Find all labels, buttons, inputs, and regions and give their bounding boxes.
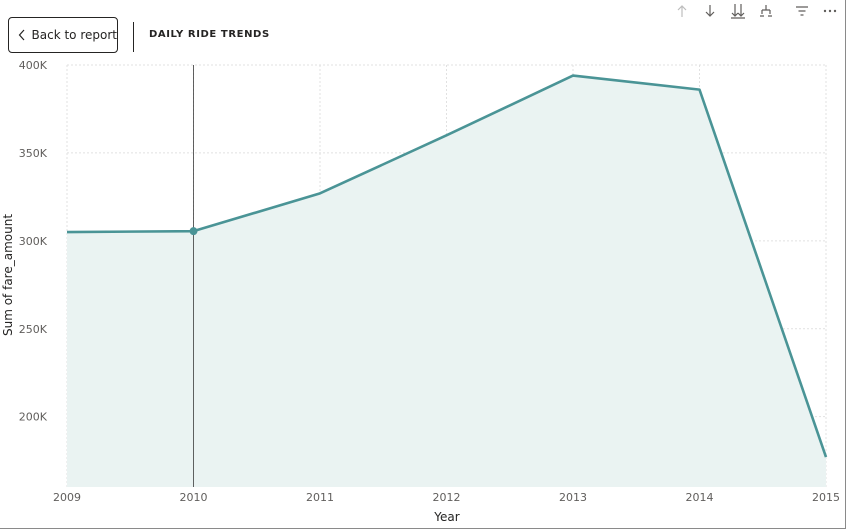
visual-title: DAILY RIDE TRENDS <box>149 29 270 40</box>
back-button-label: Back to report <box>31 28 117 42</box>
y-axis-title: Sum of fare_amount <box>1 214 15 336</box>
filter-icon[interactable] <box>791 2 813 20</box>
header-divider <box>133 22 134 52</box>
hierarchy-icon[interactable] <box>755 2 777 20</box>
x-tick-label: 2012 <box>433 491 461 504</box>
x-tick-label: 2013 <box>559 491 587 504</box>
visual-toolbar <box>665 2 841 20</box>
y-tick-label: 350K <box>19 147 48 160</box>
highlighted-data-point[interactable] <box>189 227 198 236</box>
x-tick-label: 2011 <box>306 491 334 504</box>
x-tick-label: 2015 <box>812 491 840 504</box>
x-axis-title: Year <box>433 510 459 524</box>
x-tick-label: 2014 <box>686 491 714 504</box>
x-tick-label: 2010 <box>180 491 208 504</box>
back-to-report-button[interactable]: Back to report <box>8 17 118 53</box>
x-tick-label: 2009 <box>53 491 81 504</box>
series-area <box>67 75 826 488</box>
y-tick-label: 250K <box>19 323 48 336</box>
y-tick-label: 200K <box>19 411 48 424</box>
drill-down-icon[interactable] <box>699 2 721 20</box>
expand-all-icon[interactable] <box>727 2 749 20</box>
drill-up-icon[interactable] <box>671 2 693 20</box>
y-tick-label: 300K <box>19 235 48 248</box>
y-tick-label: 400K <box>19 59 48 72</box>
chevron-left-icon <box>14 29 30 41</box>
more-options-icon[interactable] <box>819 2 841 20</box>
